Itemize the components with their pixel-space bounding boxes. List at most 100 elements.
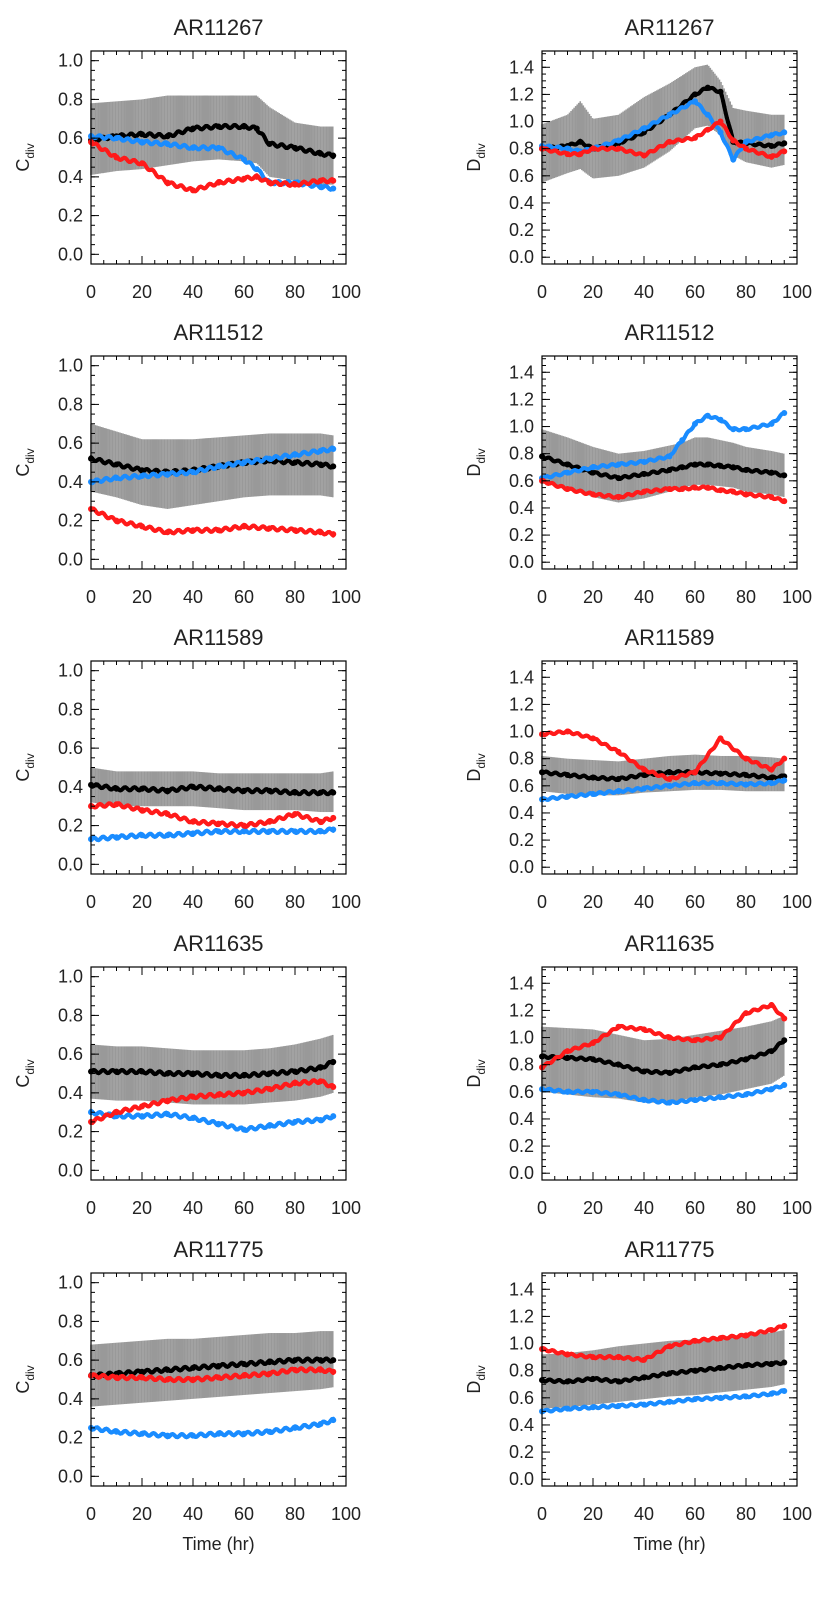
data-point bbox=[190, 830, 196, 837]
data-point bbox=[190, 783, 196, 790]
data-point bbox=[781, 148, 788, 155]
data-point bbox=[241, 787, 247, 794]
x-tick-label: 60 bbox=[234, 587, 254, 607]
data-point bbox=[615, 776, 622, 783]
x-tick-label: 80 bbox=[285, 892, 305, 912]
chart-title: AR11512 bbox=[173, 320, 263, 345]
y-tick-label: 0.2 bbox=[58, 816, 83, 836]
data-point bbox=[330, 826, 337, 833]
error-band bbox=[541, 64, 785, 183]
data-point bbox=[266, 828, 273, 835]
data-point bbox=[317, 177, 324, 184]
data-point bbox=[241, 156, 247, 163]
data-point bbox=[139, 523, 145, 530]
y-tick-label: 0.8 bbox=[58, 699, 83, 719]
data-point bbox=[113, 154, 120, 161]
y-tick-label: 0.0 bbox=[58, 854, 83, 874]
data-point bbox=[139, 785, 145, 792]
data-point bbox=[330, 789, 337, 796]
y-axis-label-main: C bbox=[13, 464, 33, 477]
x-tick-label: 100 bbox=[331, 892, 361, 912]
y-axis-label-main: C bbox=[13, 159, 33, 172]
data-point bbox=[164, 529, 171, 536]
data-point bbox=[564, 771, 571, 778]
y-tick-label: 1.4 bbox=[509, 362, 534, 382]
y-tick-label: 0.8 bbox=[509, 139, 534, 159]
y-tick-label: 0.6 bbox=[58, 433, 83, 453]
data-point bbox=[190, 125, 196, 132]
data-point bbox=[679, 485, 686, 492]
data-point bbox=[292, 451, 298, 458]
data-point bbox=[139, 807, 145, 814]
data-point bbox=[215, 527, 222, 534]
y-tick-label: 0.4 bbox=[509, 193, 534, 213]
x-tick-label: 80 bbox=[736, 587, 756, 607]
data-point bbox=[317, 828, 324, 835]
data-point bbox=[743, 426, 749, 433]
data-point bbox=[704, 84, 711, 91]
chart-panel: AR11267 0 20 40 60 80 100 0.0 0.2 0.4 0.6 0.8 1.0 Cdi… bbox=[13, 15, 361, 302]
y-tick-label: 1.0 bbox=[58, 51, 83, 71]
y-axis-label: Ddiv bbox=[464, 143, 488, 171]
data-point bbox=[330, 445, 337, 452]
data-point bbox=[317, 461, 324, 468]
data-point bbox=[330, 531, 337, 538]
data-point bbox=[730, 137, 737, 144]
x-tick-label: 60 bbox=[685, 282, 705, 302]
x-tick-label: 40 bbox=[183, 587, 203, 607]
data-point bbox=[241, 175, 247, 182]
y-axis-label-main: D bbox=[464, 464, 484, 477]
y-axis-label: Cdiv bbox=[13, 448, 37, 476]
series-000000 bbox=[88, 781, 337, 797]
data-point bbox=[666, 466, 673, 473]
series-1a8cff bbox=[539, 777, 788, 803]
data-point bbox=[164, 133, 171, 140]
data-point bbox=[215, 785, 222, 792]
y-tick-label: 0.2 bbox=[58, 511, 83, 531]
data-point bbox=[266, 179, 273, 186]
y-tick-label: 0.4 bbox=[58, 167, 83, 187]
data-point bbox=[330, 463, 337, 470]
y-axis-label-sub: div bbox=[23, 448, 37, 463]
y-tick-label: 1.2 bbox=[509, 84, 534, 104]
data-point bbox=[590, 145, 596, 152]
x-tick-label: 20 bbox=[583, 587, 603, 607]
x-tick-label: 0 bbox=[537, 587, 547, 607]
y-axis-label-sub: div bbox=[23, 753, 37, 768]
data-point bbox=[590, 491, 596, 498]
data-point bbox=[139, 473, 145, 480]
y-tick-label: 1.0 bbox=[509, 417, 534, 437]
data-point bbox=[164, 179, 171, 186]
x-tick-label: 100 bbox=[331, 282, 361, 302]
data-point bbox=[215, 828, 222, 835]
data-point bbox=[692, 98, 698, 105]
y-tick-label: 0.8 bbox=[58, 89, 83, 109]
data-point bbox=[692, 484, 698, 491]
x-tick-label: 100 bbox=[782, 282, 812, 302]
data-point bbox=[768, 420, 775, 427]
y-axis-label-sub: div bbox=[474, 143, 488, 158]
y-tick-label: 0.0 bbox=[58, 244, 83, 264]
series-000000 bbox=[539, 453, 788, 482]
data-point bbox=[564, 151, 571, 158]
x-tick-label: 60 bbox=[234, 282, 254, 302]
y-axis-label-sub: div bbox=[23, 143, 37, 158]
data-point bbox=[190, 469, 196, 476]
data-point bbox=[641, 125, 647, 132]
data-point bbox=[330, 152, 337, 159]
data-point bbox=[190, 144, 196, 151]
data-point bbox=[266, 787, 273, 794]
data-point bbox=[768, 494, 775, 501]
x-tick-label: 80 bbox=[285, 587, 305, 607]
data-point bbox=[113, 785, 120, 792]
data-point bbox=[717, 118, 724, 125]
y-tick-label: 0.0 bbox=[58, 549, 83, 569]
data-point bbox=[730, 426, 737, 433]
data-point bbox=[266, 818, 273, 825]
data-point bbox=[113, 517, 120, 524]
data-point bbox=[190, 527, 196, 534]
data-point bbox=[164, 140, 171, 147]
data-point bbox=[768, 774, 775, 781]
data-point bbox=[139, 832, 145, 839]
data-point bbox=[139, 131, 145, 138]
